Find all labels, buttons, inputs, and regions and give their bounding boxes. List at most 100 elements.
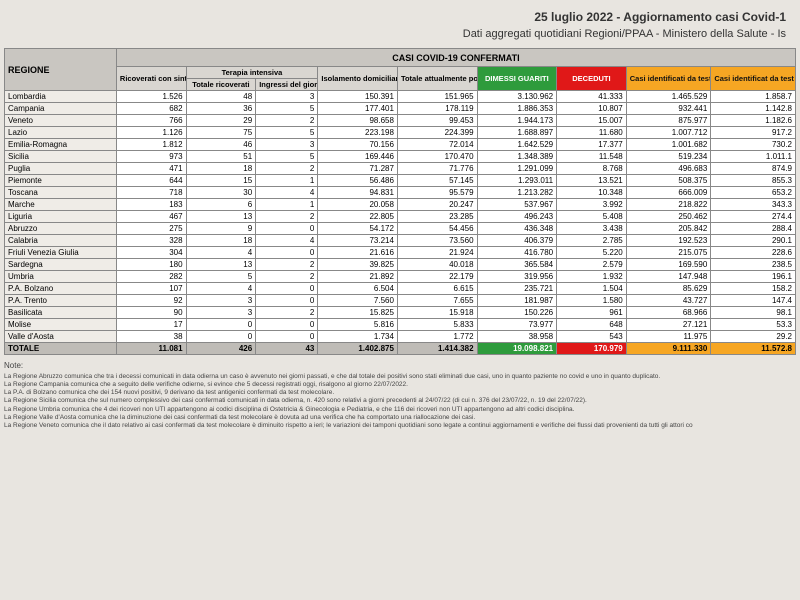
data-cell: 205.842 — [626, 223, 711, 235]
data-cell: 180 — [116, 259, 186, 271]
data-cell: 43.727 — [626, 295, 711, 307]
data-cell: 644 — [116, 175, 186, 187]
table-row: Sardegna18013239.82540.018365.5842.57916… — [5, 259, 796, 271]
data-cell: 17 — [116, 319, 186, 331]
total-row: TOTALE11.081426431.402.8751.414.38219.09… — [5, 343, 796, 355]
notes-title: Note: — [4, 361, 796, 371]
data-cell: 1.001.682 — [626, 139, 711, 151]
data-cell: 183 — [116, 199, 186, 211]
data-cell: 1.011.1 — [711, 151, 796, 163]
col-regione: REGIONE — [5, 49, 117, 91]
note-line: La P.A. di Bolzano comunica che dei 154 … — [4, 389, 796, 397]
data-cell: 150.226 — [477, 307, 557, 319]
data-cell: 519.234 — [626, 151, 711, 163]
data-cell: 90 — [116, 307, 186, 319]
data-cell: 224.399 — [397, 127, 477, 139]
region-cell: Piemonte — [5, 175, 117, 187]
data-cell: 71.287 — [318, 163, 398, 175]
data-cell: 666.009 — [626, 187, 711, 199]
data-cell: 436.348 — [477, 223, 557, 235]
col-terapia-ing: Ingressi del giorno — [256, 79, 318, 91]
col-molec: Casi identificati da test molecolare — [626, 67, 711, 91]
data-cell: 917.2 — [711, 127, 796, 139]
data-cell: 328 — [116, 235, 186, 247]
covid-table: REGIONE CASI COVID-19 CONFERMATI Ricover… — [4, 48, 796, 355]
data-cell: 8.768 — [557, 163, 627, 175]
data-cell: 48 — [186, 91, 256, 103]
data-cell: 68.966 — [626, 307, 711, 319]
region-cell: Umbria — [5, 271, 117, 283]
data-cell: 22.179 — [397, 271, 477, 283]
region-cell: Sardegna — [5, 259, 117, 271]
data-cell: 95.579 — [397, 187, 477, 199]
total-cell: 11.572.8 — [711, 343, 796, 355]
data-cell: 1 — [256, 199, 318, 211]
notes-list: La Regione Abruzzo comunica che tra i de… — [4, 373, 796, 430]
total-cell: 170.979 — [557, 343, 627, 355]
note-line: La Regione Sicilia comunica che sul nume… — [4, 397, 796, 405]
data-cell: 147.4 — [711, 295, 796, 307]
data-cell: 1.293.011 — [477, 175, 557, 187]
data-cell: 2.579 — [557, 259, 627, 271]
note-line: La Regione Campania comunica che a segui… — [4, 381, 796, 389]
data-cell: 1.291.099 — [477, 163, 557, 175]
total-region-cell: TOTALE — [5, 343, 117, 355]
data-cell: 238.5 — [711, 259, 796, 271]
data-cell: 21.924 — [397, 247, 477, 259]
data-cell: 72.014 — [397, 139, 477, 151]
data-cell: 29.2 — [711, 331, 796, 343]
data-cell: 1.944.173 — [477, 115, 557, 127]
data-cell: 71.776 — [397, 163, 477, 175]
data-cell: 196.1 — [711, 271, 796, 283]
data-cell: 57.145 — [397, 175, 477, 187]
data-cell: 537.967 — [477, 199, 557, 211]
table-row: Lombardia1.526483150.391151.9653.130.962… — [5, 91, 796, 103]
data-cell: 21.616 — [318, 247, 398, 259]
data-cell: 0 — [256, 223, 318, 235]
data-cell: 5 — [256, 103, 318, 115]
region-cell: Lombardia — [5, 91, 117, 103]
data-cell: 147.948 — [626, 271, 711, 283]
data-cell: 2 — [256, 115, 318, 127]
total-cell: 426 — [186, 343, 256, 355]
data-cell: 54.456 — [397, 223, 477, 235]
data-cell: 0 — [256, 331, 318, 343]
region-cell: Molise — [5, 319, 117, 331]
data-cell: 13 — [186, 259, 256, 271]
note-line: La Regione Valle d'Aosta comunica che la… — [4, 414, 796, 422]
data-cell: 6 — [186, 199, 256, 211]
data-cell: 1.688.897 — [477, 127, 557, 139]
data-cell: 1.182.6 — [711, 115, 796, 127]
table-row: Umbria2825221.89222.179319.9561.932147.9… — [5, 271, 796, 283]
region-cell: Emilia-Romagna — [5, 139, 117, 151]
data-cell: 290.1 — [711, 235, 796, 247]
table-row: Piemonte64415156.48657.1451.293.01113.52… — [5, 175, 796, 187]
data-cell: 1.504 — [557, 283, 627, 295]
data-cell: 27.121 — [626, 319, 711, 331]
data-cell: 1.348.389 — [477, 151, 557, 163]
data-cell: 5 — [186, 271, 256, 283]
data-cell: 1 — [256, 175, 318, 187]
table-row: P.A. Trento92307.5607.655181.9871.58043.… — [5, 295, 796, 307]
table-row: Lazio1.126755223.198224.3991.688.89711.6… — [5, 127, 796, 139]
data-cell: 973 — [116, 151, 186, 163]
data-cell: 94.831 — [318, 187, 398, 199]
data-cell: 467 — [116, 211, 186, 223]
table-row: Emilia-Romagna1.81246370.15672.0141.642.… — [5, 139, 796, 151]
table-row: Puglia47118271.28771.7761.291.0998.76849… — [5, 163, 796, 175]
data-cell: 6.504 — [318, 283, 398, 295]
data-cell: 38.958 — [477, 331, 557, 343]
data-cell: 178.119 — [397, 103, 477, 115]
data-cell: 0 — [186, 331, 256, 343]
table-row: Liguria46713222.80523.285496.2435.408250… — [5, 211, 796, 223]
data-cell: 682 — [116, 103, 186, 115]
page-subtitle: Dati aggregati quotidiani Regioni/PPAA -… — [4, 26, 796, 48]
total-cell: 43 — [256, 343, 318, 355]
table-row: Campania682365177.401178.1191.886.35310.… — [5, 103, 796, 115]
data-cell: 2 — [256, 307, 318, 319]
col-deceduti: DECEDUTI — [557, 67, 627, 91]
data-cell: 5.833 — [397, 319, 477, 331]
data-cell: 2.785 — [557, 235, 627, 247]
data-cell: 53.3 — [711, 319, 796, 331]
data-cell: 15 — [186, 175, 256, 187]
